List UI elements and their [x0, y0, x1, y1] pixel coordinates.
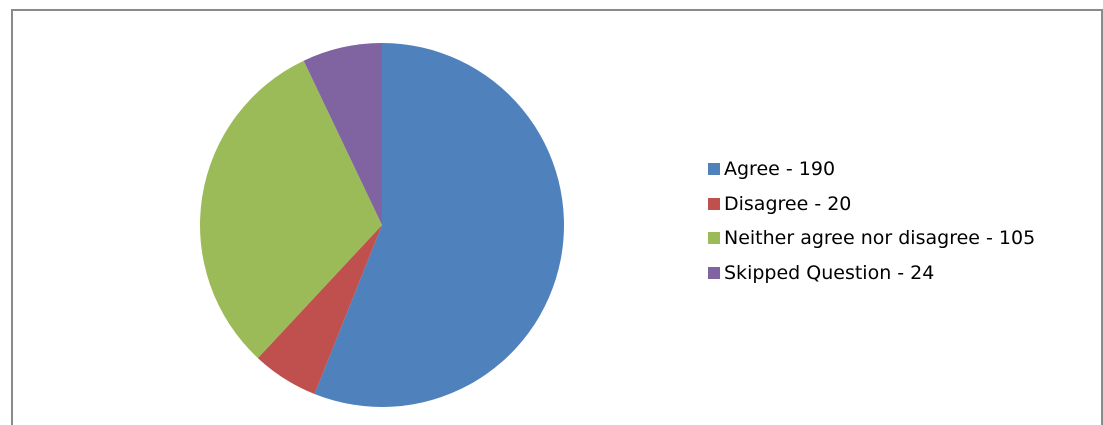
legend-swatch-agree	[708, 163, 720, 175]
legend-item-disagree: Disagree - 20	[708, 193, 1035, 215]
legend-swatch-neither	[708, 232, 720, 244]
legend-label-disagree: Disagree - 20	[724, 192, 852, 215]
legend-label-agree: Agree - 190	[724, 158, 836, 180]
pie-slice-skipped-question	[303, 43, 382, 225]
legend-item-skipped: Skipped Question - 24	[708, 262, 1035, 284]
pie-slice-neither-agree-nor-disagree	[200, 60, 382, 359]
pie-chart	[200, 43, 564, 407]
chart-frame: Agree - 190 Disagree - 20 Neither agree …	[11, 9, 1103, 425]
legend-swatch-skipped	[708, 266, 720, 279]
pie-slice-disagree	[257, 225, 382, 395]
legend-swatch-disagree	[708, 197, 720, 210]
legend-item-agree: Agree - 190	[708, 158, 1035, 180]
legend-label-neither: Neither agree nor disagree - 105	[724, 227, 1036, 249]
pie-slice-agree	[314, 43, 564, 407]
legend-item-neither: Neither agree nor disagree - 105	[708, 227, 1035, 249]
chart-legend: Agree - 190 Disagree - 20 Neither agree …	[708, 158, 1035, 296]
legend-label-skipped: Skipped Question - 24	[724, 261, 935, 284]
